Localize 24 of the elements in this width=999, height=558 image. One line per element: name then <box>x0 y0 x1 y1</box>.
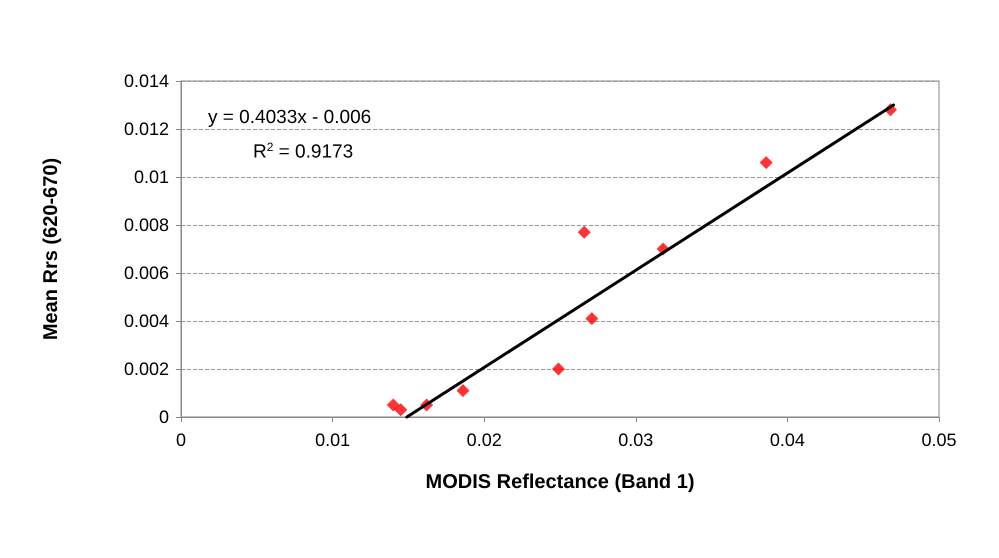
y-axis-title: Mean Rrs (620-670) <box>40 158 62 340</box>
y-tick-label: 0.002 <box>124 359 169 379</box>
point <box>585 312 598 326</box>
x-axis-title: MODIS Reflectance (Band 1) <box>426 471 694 493</box>
point <box>394 403 408 416</box>
point <box>386 398 400 412</box>
point <box>760 156 773 170</box>
y-tick-label: 0.004 <box>124 311 169 331</box>
y-tick-label: 0.012 <box>124 119 169 139</box>
x-tick-label: 0.04 <box>770 430 805 450</box>
point <box>456 384 470 398</box>
x-tick-label: 0.05 <box>921 430 957 450</box>
annotation: y = 0.4033x - 0.006 <box>208 107 372 128</box>
x-tick-label: 0.03 <box>618 430 654 450</box>
y-tick-label: 0.006 <box>124 263 169 283</box>
x-tick-label: 0.01 <box>315 430 350 450</box>
point <box>552 362 565 376</box>
y-tick-label: 0.014 <box>124 71 169 91</box>
y-tick-label: 0.01 <box>134 167 169 187</box>
x-tick-label: 0 <box>176 430 186 450</box>
y-tick-label: 0.008 <box>124 215 169 235</box>
x-tick-label: 0.02 <box>466 430 502 450</box>
point <box>578 226 591 239</box>
y-tick-label: 0 <box>158 407 169 427</box>
